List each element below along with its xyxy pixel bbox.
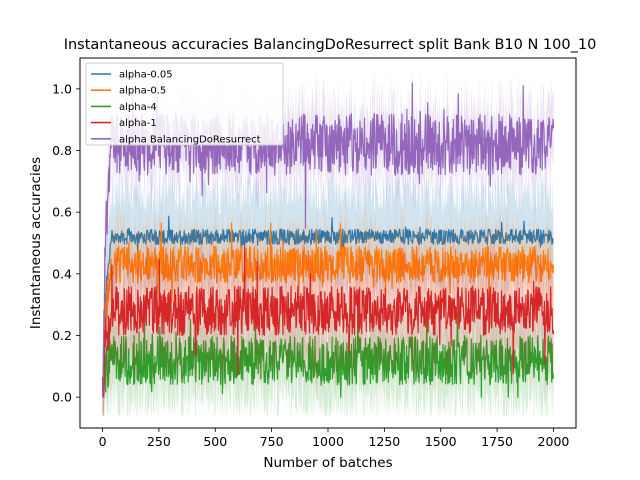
series-line-0 (101, 215, 554, 395)
series-line-1 (101, 222, 555, 398)
x-tick-label: 2000 (538, 434, 570, 449)
series-band-1 (102, 188, 554, 416)
x-tick-label: 1250 (368, 434, 400, 449)
x-tick-label: 500 (203, 434, 227, 449)
series-band-0 (102, 158, 554, 416)
plot-area (101, 70, 555, 416)
legend-entry: alpha-4 (119, 102, 157, 113)
y-tick-label: 0.8 (52, 143, 72, 158)
y-axis-ticks: 0.0 0.2 0.4 0.6 0.8 1.0 (52, 81, 80, 405)
x-tick-label: 1500 (425, 434, 457, 449)
legend-entry: alpha-0.05 (119, 70, 173, 81)
legend-box (85, 62, 284, 146)
series-line-2 (101, 304, 555, 398)
legend: alpha-0.05 alpha-0.5 alpha-4 alpha-1 alpha B… (85, 62, 284, 146)
x-tick-label: 750 (260, 434, 284, 449)
series-line-3 (101, 245, 555, 398)
x-axis-ticks: 0 250 500 750 1000 1250 1500 1750 2000 (99, 428, 570, 449)
y-tick-label: 0.2 (52, 328, 72, 343)
x-axis-label: Number of batches (263, 455, 392, 471)
legend-entry: alpha BalancingDoResurrect (119, 134, 261, 145)
y-tick-label: 0.0 (52, 390, 72, 405)
y-tick-label: 0.6 (52, 205, 72, 220)
x-tick-label: 0 (99, 434, 107, 449)
legend-entry: alpha-1 (119, 118, 157, 129)
x-tick-label: 250 (147, 434, 171, 449)
y-axis-label: Instantaneous accuracies (28, 157, 44, 329)
y-tick-label: 1.0 (52, 81, 72, 96)
legend-entry: alpha-0.5 (119, 86, 166, 97)
y-tick-label: 0.4 (52, 266, 72, 281)
chart-title: Instantaneous accuracies BalancingDoResu… (64, 37, 597, 53)
x-tick-label: 1750 (481, 434, 513, 449)
x-tick-label: 1000 (312, 434, 344, 449)
